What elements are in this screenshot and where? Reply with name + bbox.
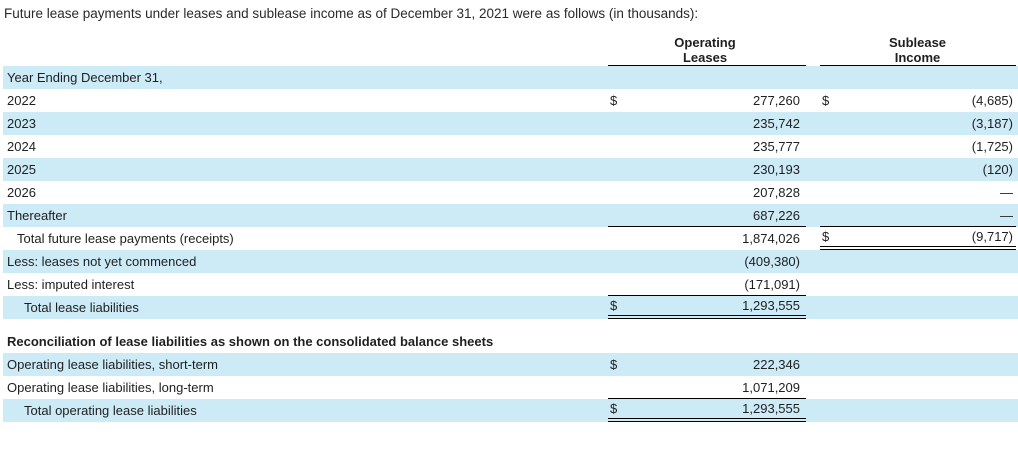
table-row-2022: 2022 $ 277,260 $ (4,685) [3,89,1018,112]
row-label: Less: imputed interest [7,277,135,292]
header-line: Operating [674,35,736,50]
sublease-value: (4,685) [971,93,1013,108]
sublease-cell [820,376,1016,399]
sublease-cell: (3,187) [820,112,1016,135]
table-row-less-imputed-interest: Less: imputed interest (171,091) [3,273,1018,296]
operating-cell: $ 1,293,555 [608,296,806,319]
currency-symbol: $ [822,93,830,108]
table-row-2023: 2023 235,742 (3,187) [3,112,1018,135]
intro-text: Future lease payments under leases and s… [4,6,699,21]
row-label: 2024 [7,139,36,154]
operating-cell: (171,091) [608,273,806,296]
sublease-cell: $ (4,685) [820,89,1016,112]
header-line: Sublease [888,35,947,50]
table-row-total-lease-liabilities: Total lease liabilities $ 1,293,555 [3,296,1018,319]
sublease-value: (3,187) [971,116,1013,131]
header-line: Income [894,50,941,65]
table-row-total-operating-lease-liabilities: Total operating lease liabilities $ 1,29… [3,399,1018,422]
operating-cell: $ 277,260 [608,89,806,112]
operating-cell: 235,777 [608,135,806,158]
section-heading: Reconciliation of lease liabilities as s… [7,334,494,349]
currency-symbol: $ [610,298,618,313]
row-label: Thereafter [7,208,67,223]
operating-cell: 687,226 [608,204,806,227]
row-label: Total future lease payments (receipts) [17,231,234,246]
operating-value: 207,828 [753,185,800,200]
row-label: 2022 [7,93,36,108]
operating-cell: 1,071,209 [608,376,806,399]
currency-symbol: $ [610,401,618,416]
operating-cell: 230,193 [608,158,806,181]
row-label: Operating lease liabilities, short-term [7,357,218,372]
row-label: 2023 [7,116,36,131]
sublease-cell [820,250,1016,273]
header-spacer [3,28,608,66]
currency-symbol: $ [610,93,618,108]
sublease-value: — [1000,207,1013,223]
table-row-thereafter: Thereafter 687,226 — [3,204,1018,227]
row-label: 2026 [7,185,36,200]
operating-cell: $ 222,346 [608,353,806,376]
row-label: Total operating lease liabilities [24,403,197,418]
header-line: Leases [682,50,728,65]
table-row-less-leases-not-yet-commenced: Less: leases not yet commenced (409,380) [3,250,1018,273]
operating-value: 235,742 [753,116,800,131]
column-gap [806,28,820,66]
sublease-cell: (1,725) [820,135,1016,158]
table-row-reconciliation-heading: Reconciliation of lease liabilities as s… [3,330,1018,353]
sublease-value: (1,725) [971,139,1013,154]
operating-value: 1,293,555 [742,298,800,313]
currency-symbol: $ [822,229,830,244]
operating-value: 277,260 [753,93,800,108]
sublease-cell: — [820,181,1016,204]
table-row-operating-lease-liabilities-long-term: Operating lease liabilities, long-term 1… [3,376,1018,399]
operating-value: 1,071,209 [742,379,800,395]
sublease-cell [820,273,1016,296]
row-label: Total lease liabilities [24,300,139,315]
operating-value: 1,293,555 [742,401,800,416]
row-label: Operating lease liabilities, long-term [7,380,214,395]
sublease-cell: $ (9,717) [820,227,1016,250]
operating-cell: 235,742 [608,112,806,135]
table-row-2025: 2025 230,193 (120) [3,158,1018,181]
column-header-sublease-income: Sublease Income [820,28,1016,66]
operating-value: 230,193 [753,162,800,177]
sublease-cell [820,353,1016,376]
sublease-cell [820,296,1016,319]
operating-cell: 1,874,026 [608,227,806,250]
table-row-operating-lease-liabilities-short-term: Operating lease liabilities, short-term … [3,353,1018,376]
row-label: Less: leases not yet commenced [7,254,197,269]
operating-value: (171,091) [744,276,800,292]
sublease-value: (9,717) [971,229,1013,244]
row-label: Year Ending December 31, [7,70,163,85]
operating-value: 687,226 [753,207,800,223]
table-row-2026: 2026 207,828 — [3,181,1018,204]
column-header-operating-leases: Operating Leases [608,28,806,66]
lease-payments-table: Operating Leases Sublease Income Year En… [3,28,1018,422]
operating-cell: $ 1,293,555 [608,399,806,422]
operating-cell: 207,828 [608,181,806,204]
table-header-row: Operating Leases Sublease Income [3,28,1018,66]
sublease-value: — [1000,185,1013,200]
operating-cell: (409,380) [608,250,806,273]
sublease-value: (120) [982,162,1013,177]
sublease-cell: — [820,204,1016,227]
sublease-cell [820,399,1016,422]
sublease-cell: (120) [820,158,1016,181]
section-spacer [3,319,1018,330]
table-row-total-future-lease-payments: Total future lease payments (receipts) 1… [3,227,1018,250]
table-row-year-ending: Year Ending December 31, [3,66,1018,89]
operating-value: 1,874,026 [742,231,800,246]
table-row-2024: 2024 235,777 (1,725) [3,135,1018,158]
operating-value: (409,380) [744,254,800,269]
operating-value: 235,777 [753,139,800,154]
currency-symbol: $ [610,357,618,372]
operating-value: 222,346 [753,357,800,372]
row-label: 2025 [7,162,36,177]
